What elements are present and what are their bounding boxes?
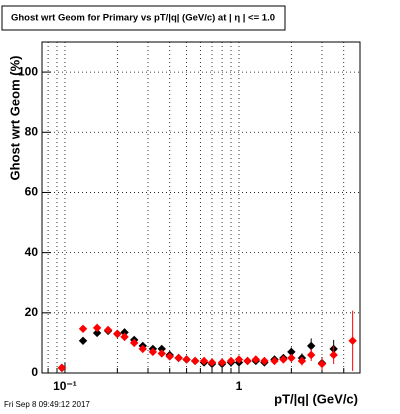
marker xyxy=(329,350,338,360)
y-tick-label: 80 xyxy=(25,124,39,138)
marker xyxy=(243,356,252,366)
x-axis-label: pT/|q| (GeV/c) xyxy=(274,391,358,406)
marker xyxy=(92,323,102,333)
marker xyxy=(270,356,279,366)
marker xyxy=(297,356,307,366)
marker xyxy=(165,352,174,361)
marker xyxy=(92,328,102,338)
title-box xyxy=(1,5,286,31)
marker xyxy=(130,338,139,348)
y-tick-label: 40 xyxy=(25,245,39,259)
marker xyxy=(260,356,269,366)
marker xyxy=(57,363,67,373)
footer: Fri Sep 8 09:49:12 2017 xyxy=(4,400,90,409)
marker xyxy=(174,353,183,363)
y-tick-label: 20 xyxy=(25,305,39,319)
marker xyxy=(226,356,236,366)
marker xyxy=(217,358,227,367)
marker xyxy=(306,350,316,360)
y-tick-label: 60 xyxy=(25,185,39,199)
marker xyxy=(120,332,129,342)
marker xyxy=(103,325,113,335)
marker xyxy=(78,336,88,346)
x-tick-label: 10⁻¹ xyxy=(53,379,77,393)
marker xyxy=(138,344,147,354)
marker xyxy=(317,359,327,369)
chart-title: Ghost wrt Geom for Primary vs pT/|q| (Ge… xyxy=(11,13,275,24)
marker xyxy=(120,328,129,337)
marker xyxy=(113,329,122,339)
marker xyxy=(157,344,166,354)
y-tick-label: 0 xyxy=(31,365,38,379)
marker xyxy=(157,349,166,358)
marker xyxy=(148,347,158,357)
marker xyxy=(287,353,296,363)
y-axis-label: Ghost wrt Geom (%) xyxy=(7,56,22,181)
plot-frame xyxy=(41,41,361,374)
marker xyxy=(234,355,244,364)
y-tick-label: 100 xyxy=(18,64,38,78)
marker xyxy=(190,356,200,366)
marker xyxy=(306,341,316,351)
x-tick-label: 1 xyxy=(236,379,243,393)
marker xyxy=(251,355,261,364)
marker xyxy=(207,358,217,367)
marker xyxy=(182,355,191,364)
marker xyxy=(78,324,88,333)
marker xyxy=(199,356,209,366)
marker xyxy=(279,355,288,364)
marker xyxy=(287,347,296,357)
marker xyxy=(348,336,357,346)
